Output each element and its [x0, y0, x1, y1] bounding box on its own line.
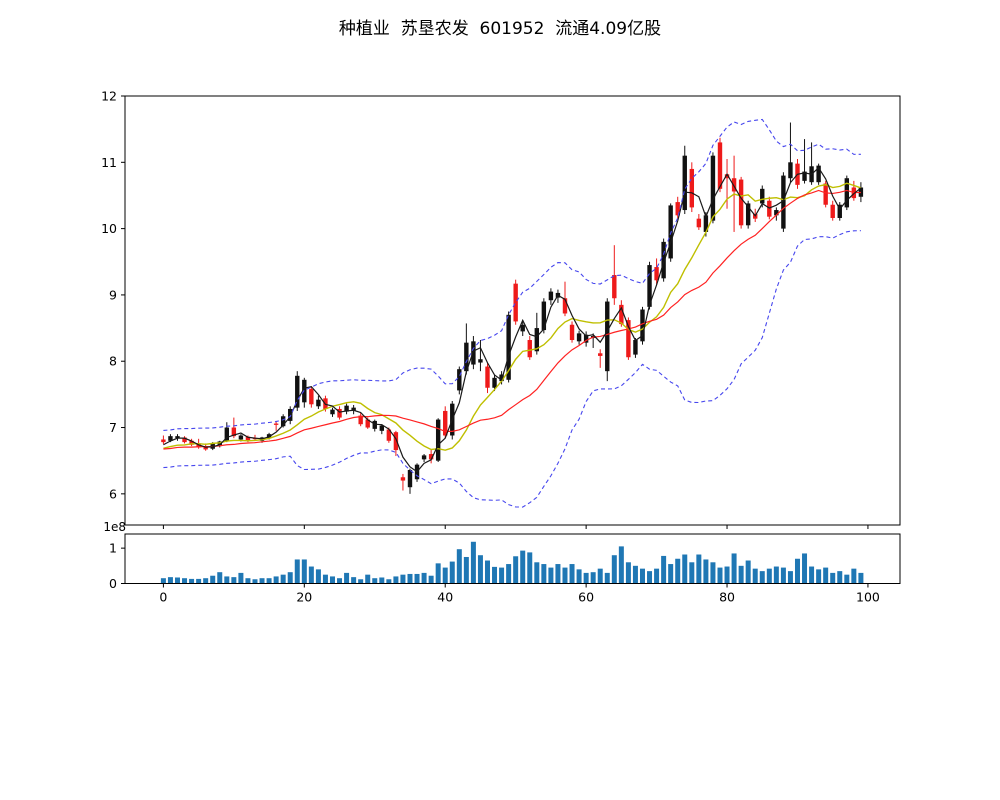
svg-text:11: 11: [101, 155, 117, 170]
candle-down: [400, 473, 406, 491]
candle-up: [858, 182, 864, 203]
candle-down: [654, 258, 659, 285]
candle-up: [809, 142, 814, 185]
candle-up: [633, 338, 638, 358]
bollinger-lower-line: [163, 230, 861, 508]
candle-up: [774, 207, 779, 221]
svg-text:10: 10: [101, 221, 117, 236]
candle-up: [372, 419, 377, 432]
candle-up: [435, 418, 441, 463]
candle-down: [273, 420, 279, 431]
candle-up: [548, 288, 554, 305]
price-axes-frame: [124, 95, 901, 526]
volume-bars: [160, 541, 864, 584]
candle-up: [583, 331, 589, 347]
candle-up: [576, 330, 582, 345]
candle-down: [696, 214, 702, 230]
svg-text:0: 0: [159, 590, 167, 605]
volume-offset-label: 1e8: [103, 520, 126, 534]
candle-up: [224, 422, 230, 443]
candle-down: [443, 406, 448, 439]
candle-up: [682, 145, 687, 215]
svg-text:60: 60: [578, 590, 594, 605]
svg-text:0: 0: [109, 576, 117, 591]
volume-x-axis: 0 20 40 60 80 100: [159, 583, 880, 605]
bollinger-upper-line: [163, 118, 861, 431]
candle-up: [844, 175, 850, 211]
candle-up: [414, 463, 420, 482]
candle-down: [598, 349, 603, 368]
candle-up: [802, 139, 807, 184]
candle-up: [379, 424, 385, 435]
candle-down: [393, 430, 399, 457]
candle-up: [520, 320, 525, 337]
candle-up: [344, 403, 349, 415]
ma-mid-line: [163, 182, 862, 451]
svg-text:20: 20: [296, 590, 312, 605]
candle-up: [788, 122, 793, 183]
candle-up: [534, 312, 540, 355]
candle-down: [337, 406, 342, 420]
candle-down: [851, 180, 857, 201]
candle-up: [492, 374, 497, 392]
candle-up: [647, 261, 652, 310]
svg-text:12: 12: [101, 89, 117, 104]
candle-down: [626, 317, 631, 360]
svg-text:9: 9: [109, 287, 117, 302]
candle-up: [351, 404, 356, 415]
candle-up: [316, 395, 321, 409]
svg-text:40: 40: [437, 590, 453, 605]
candle-up: [295, 371, 300, 411]
svg-text:8: 8: [109, 354, 117, 369]
candle-down: [513, 279, 518, 325]
candle-up: [175, 434, 180, 441]
candles-layer: [161, 122, 864, 494]
price-y-axis: 6 7 8 9 10 11 12: [101, 89, 125, 501]
candle-up: [330, 407, 335, 417]
svg-text:100: 100: [856, 590, 880, 605]
ma-fast-line: [163, 166, 862, 473]
candle-up: [457, 366, 462, 395]
volume-y-axis: 01: [109, 541, 125, 591]
chart-title: 种植业 苏垦农发 601952 流通4.09亿股: [338, 19, 662, 39]
svg-text:7: 7: [109, 420, 117, 435]
svg-text:6: 6: [109, 486, 117, 501]
candle-down: [189, 438, 194, 447]
svg-text:80: 80: [719, 590, 735, 605]
candle-down: [428, 450, 434, 464]
candle-up: [605, 298, 610, 382]
candle-down: [358, 412, 363, 427]
candle-down: [569, 321, 575, 343]
candle-down: [612, 245, 617, 305]
candle-down: [689, 162, 695, 213]
candle-up: [816, 163, 821, 185]
candle-down: [527, 336, 532, 360]
ma-slow-line: [163, 189, 861, 450]
candle-up: [781, 172, 786, 232]
candle-down: [161, 435, 166, 445]
candle-down: [182, 436, 187, 444]
candle-up: [499, 371, 504, 385]
candle-up: [407, 468, 413, 494]
candle-down: [830, 200, 835, 221]
candle-up: [745, 200, 751, 229]
candle-down: [485, 362, 490, 394]
candle-up: [464, 323, 469, 375]
candle-down: [675, 196, 680, 219]
volume-axes-frame: [124, 533, 901, 584]
candle-up: [421, 454, 427, 463]
candle-up: [710, 152, 716, 224]
candle-up: [640, 306, 645, 345]
candle-up: [478, 340, 483, 372]
candle-down: [738, 176, 744, 229]
candle-up: [661, 238, 666, 282]
candle-down: [717, 137, 723, 193]
price-x-ticks: [162, 525, 869, 529]
candle-down: [309, 386, 314, 408]
candle-up: [837, 202, 842, 221]
candle-down: [724, 158, 730, 209]
svg-text:1: 1: [109, 541, 117, 556]
